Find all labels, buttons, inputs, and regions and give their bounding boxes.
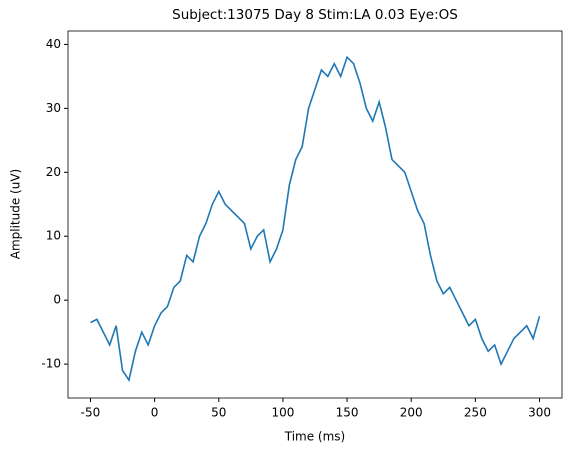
x-tick-label: -50 [81, 406, 101, 420]
y-tick-label: 0 [53, 293, 61, 307]
x-tick-label: 200 [400, 406, 423, 420]
plot-frame [67, 30, 563, 399]
x-tick-label: 250 [464, 406, 487, 420]
x-axis-label: Time (ms) [284, 430, 346, 444]
x-tick-label: 150 [336, 406, 359, 420]
x-tick-label: 50 [211, 406, 226, 420]
y-tick-label: 40 [46, 37, 61, 51]
chart-title: Subject:13075 Day 8 Stim:LA 0.03 Eye:OS [172, 7, 458, 23]
x-tick-label: 100 [271, 406, 294, 420]
data-line [90, 55, 541, 383]
x-tick-label: 300 [528, 406, 551, 420]
y-tick-label: 20 [46, 165, 61, 179]
y-tick-label: 30 [46, 101, 61, 115]
y-tick-label: -10 [41, 357, 61, 371]
y-axis-label: Amplitude (uV) [9, 169, 23, 260]
x-tick-label: 0 [151, 406, 159, 420]
y-tick-label: 10 [46, 229, 61, 243]
